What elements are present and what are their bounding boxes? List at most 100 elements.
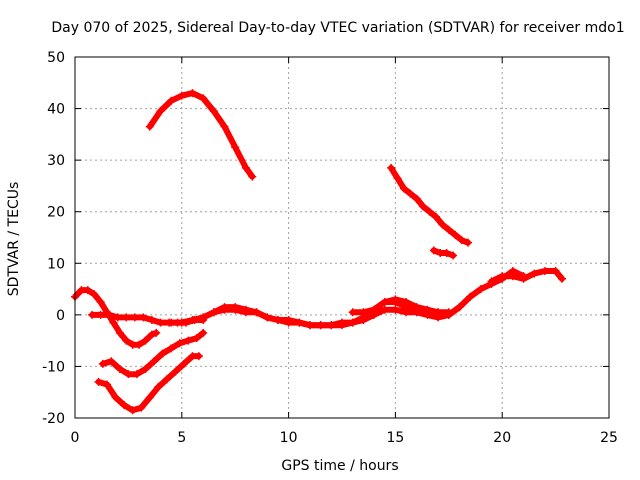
data-point: [466, 292, 475, 301]
data-point: [94, 377, 103, 386]
data-point: [380, 305, 389, 314]
data-point: [434, 308, 443, 317]
data-point: [338, 321, 346, 330]
data-point: [103, 380, 112, 389]
data-point: [391, 295, 400, 304]
data-point: [295, 318, 304, 327]
data-point: [156, 318, 165, 327]
data-point: [252, 308, 261, 317]
data-point: [88, 310, 97, 319]
data-point: [551, 267, 560, 276]
data-point: [220, 303, 229, 312]
data-point: [284, 318, 293, 327]
data-point: [139, 313, 148, 322]
data-point: [391, 305, 400, 314]
data-point: [199, 94, 208, 103]
data-point: [399, 184, 408, 193]
series-track-4: [94, 352, 203, 415]
series-band: [349, 296, 452, 316]
data-point: [184, 336, 193, 345]
data-point: [519, 274, 528, 283]
data-point: [167, 96, 176, 105]
data-point: [113, 313, 122, 322]
data-point: [145, 393, 154, 402]
x-axis-title: GPS time / hours: [281, 458, 398, 474]
data-point: [188, 316, 197, 325]
data-point: [273, 316, 282, 325]
data-point: [444, 225, 453, 234]
data-point: [476, 285, 485, 294]
data-point: [412, 194, 421, 203]
y-tick-label: 50: [47, 50, 65, 66]
data-point: [370, 305, 379, 314]
data-point: [188, 89, 197, 98]
data-point: [558, 274, 567, 283]
data-point: [120, 401, 129, 410]
y-tick-label: -10: [42, 359, 65, 375]
data-point: [423, 305, 432, 314]
data-point: [141, 336, 150, 345]
data-point: [241, 305, 250, 314]
data-point: [464, 238, 473, 247]
data-point: [393, 174, 402, 183]
data-point: [530, 269, 539, 278]
data-point: [540, 267, 549, 276]
x-tick-label: 10: [280, 430, 298, 446]
data-point: [431, 212, 440, 221]
data-point: [192, 334, 201, 343]
series-track-10: [429, 246, 458, 260]
data-point: [147, 330, 156, 339]
data-point: [231, 303, 240, 312]
data-point: [150, 357, 159, 366]
data-point: [152, 328, 161, 337]
axis-ticks: 0 5 10 15 20 25 -20 -10 0 10 20 30 40 50: [42, 50, 618, 446]
data-point: [115, 328, 124, 337]
data-point: [158, 349, 167, 358]
data-point: [442, 248, 451, 257]
y-tick-label: 40: [47, 102, 65, 118]
data-point: [175, 339, 184, 348]
data-point: [348, 318, 357, 327]
data-point: [130, 313, 139, 322]
series-track-8: [348, 295, 453, 317]
y-tick-label: 0: [56, 308, 65, 324]
data-point: [380, 297, 389, 306]
grid-lines: [75, 57, 609, 418]
data-point: [487, 277, 496, 286]
data-point: [83, 286, 92, 295]
data-point: [444, 308, 453, 317]
data-point: [508, 272, 517, 281]
data-point: [327, 321, 336, 330]
x-tick-label: 5: [177, 430, 186, 446]
data-point: [141, 365, 150, 374]
series-track-1: [71, 286, 161, 349]
data-point: [128, 406, 137, 415]
series-track-5: [145, 89, 257, 181]
data-point: [90, 290, 99, 299]
data-point: [147, 316, 156, 325]
data-point: [162, 375, 171, 384]
data-point: [263, 313, 272, 322]
data-point: [305, 321, 314, 330]
data-point: [115, 365, 124, 374]
data-marks: [71, 89, 567, 415]
data-point: [231, 143, 240, 152]
data-point: [199, 328, 208, 337]
data-point: [402, 297, 411, 306]
data-point: [194, 352, 203, 361]
data-point: [425, 207, 434, 216]
data-point: [171, 367, 180, 376]
data-point: [457, 236, 466, 245]
data-point: [167, 344, 176, 353]
data-point: [107, 357, 116, 366]
data-point: [109, 318, 118, 327]
data-point: [455, 303, 464, 312]
data-point: [124, 370, 133, 379]
data-point: [220, 122, 229, 131]
y-axis-title: SDTVAR / TECUs: [6, 182, 22, 297]
data-point: [199, 313, 208, 322]
series-track-3: [98, 328, 208, 379]
data-point: [449, 251, 458, 260]
data-point: [209, 308, 218, 317]
